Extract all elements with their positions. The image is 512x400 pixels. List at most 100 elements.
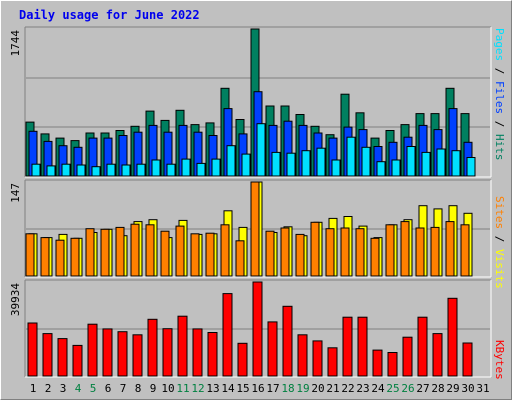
bar-sites-day-28 xyxy=(430,226,440,277)
bar-pages-day-27 xyxy=(421,151,431,177)
legend-sep-3: / xyxy=(493,236,506,243)
xtick-day-4: 4 xyxy=(75,382,82,395)
bar-sites-day-15 xyxy=(235,240,245,277)
bar-pages-day-14 xyxy=(226,145,236,177)
bar-pages-day-19 xyxy=(301,150,311,177)
bar-sites-day-22 xyxy=(340,227,350,277)
bar-pages-day-2 xyxy=(46,165,56,177)
bar-pages-day-5 xyxy=(91,166,101,177)
bar-sites-day-13 xyxy=(205,232,215,277)
bar-pages-day-23 xyxy=(361,146,371,177)
bar-sites-day-1 xyxy=(25,233,35,277)
legend-files: Files xyxy=(493,81,506,114)
xtick-day-1: 1 xyxy=(30,382,37,395)
bar-sites-day-9 xyxy=(145,224,155,277)
bar-kbytes-day-1 xyxy=(27,322,38,377)
bar-pages-day-18 xyxy=(286,152,296,177)
bar-kbytes-day-14 xyxy=(222,293,233,377)
bar-pages-day-30 xyxy=(466,157,476,177)
bar-sites-day-27 xyxy=(415,227,425,277)
xtick-day-7: 7 xyxy=(120,382,127,395)
bar-sites-day-29 xyxy=(445,221,455,277)
legend-pages: Pages xyxy=(493,28,506,61)
bar-kbytes-day-3 xyxy=(57,338,68,377)
bar-kbytes-day-11 xyxy=(177,315,188,377)
bar-sites-day-6 xyxy=(100,228,110,277)
xtick-day-19: 19 xyxy=(296,382,309,395)
bar-pages-day-7 xyxy=(121,164,131,177)
chart-title: Daily usage for June 2022 xyxy=(19,8,200,22)
bar-kbytes-day-23 xyxy=(357,316,368,377)
bar-sites-day-5 xyxy=(85,228,95,277)
bars xyxy=(25,28,476,377)
bar-pages-day-9 xyxy=(151,159,161,177)
legend-sites: Sites xyxy=(493,196,506,229)
bar-kbytes-day-13 xyxy=(207,332,218,377)
bar-kbytes-day-9 xyxy=(147,318,158,377)
xtick-day-13: 13 xyxy=(206,382,219,395)
bar-pages-day-3 xyxy=(61,163,71,177)
xtick-day-5: 5 xyxy=(90,382,97,395)
bar-pages-day-22 xyxy=(346,136,356,177)
bar-kbytes-day-7 xyxy=(117,331,128,377)
bar-sites-day-7 xyxy=(115,226,125,277)
bar-pages-day-15 xyxy=(241,153,251,177)
legend-hits: Hits xyxy=(493,134,506,161)
bar-kbytes-day-6 xyxy=(102,328,113,377)
xtick-day-26: 26 xyxy=(401,382,414,395)
xtick-day-9: 9 xyxy=(150,382,157,395)
legend-mid: Sites / Visits xyxy=(493,196,506,289)
bar-kbytes-day-16 xyxy=(252,281,263,377)
bar-sites-day-18 xyxy=(280,227,290,277)
bar-kbytes-day-21 xyxy=(327,347,338,377)
xtick-day-6: 6 xyxy=(105,382,112,395)
bar-pages-day-6 xyxy=(106,163,116,177)
bar-kbytes-day-10 xyxy=(162,328,173,377)
xtick-day-10: 10 xyxy=(161,382,174,395)
bar-pages-day-13 xyxy=(211,158,221,177)
bar-sites-day-3 xyxy=(55,239,65,277)
bar-kbytes-day-28 xyxy=(432,333,443,377)
bar-pages-day-8 xyxy=(136,163,146,177)
bar-kbytes-day-4 xyxy=(72,344,83,377)
xtick-day-28: 28 xyxy=(431,382,444,395)
x-axis-labels: 1 2 3 4 5 6 7 8 9 10 11 12 13 14 15 16 17 18 19 20 21 22 23 24 2… xyxy=(30,382,490,395)
xtick-day-20: 20 xyxy=(311,382,324,395)
bar-pages-day-10 xyxy=(166,163,176,177)
bar-kbytes-day-30 xyxy=(462,342,473,377)
xtick-day-8: 8 xyxy=(135,382,142,395)
bar-pages-day-4 xyxy=(76,164,86,177)
xtick-day-2: 2 xyxy=(45,382,52,395)
bar-pages-day-1 xyxy=(31,163,41,177)
bar-sites-day-19 xyxy=(295,233,305,277)
xtick-day-17: 17 xyxy=(266,382,279,395)
bar-sites-day-16 xyxy=(250,181,260,277)
bar-sites-day-12 xyxy=(190,233,200,277)
ytick-visits: 147 xyxy=(9,183,22,203)
bar-sites-day-14 xyxy=(220,224,230,277)
bar-pages-day-11 xyxy=(181,158,191,177)
ytick-kbytes: 39934 xyxy=(9,283,22,316)
xtick-day-16: 16 xyxy=(251,382,264,395)
bar-kbytes-day-12 xyxy=(192,328,203,377)
xtick-day-21: 21 xyxy=(326,382,339,395)
bar-pages-day-25 xyxy=(391,159,401,177)
bar-sites-day-2 xyxy=(40,237,50,277)
bar-kbytes-day-17 xyxy=(267,321,278,377)
bar-sites-day-25 xyxy=(385,224,395,277)
bar-pages-day-20 xyxy=(316,147,326,177)
bar-kbytes-day-22 xyxy=(342,316,353,377)
bar-pages-day-21 xyxy=(331,159,341,177)
xtick-day-27: 27 xyxy=(416,382,429,395)
bar-pages-day-24 xyxy=(376,161,386,177)
legend-bottom: KBytes xyxy=(493,340,506,380)
xtick-day-23: 23 xyxy=(356,382,369,395)
legend-kbytes: KBytes xyxy=(493,340,506,380)
bar-sites-day-23 xyxy=(355,228,365,277)
bar-kbytes-day-29 xyxy=(447,297,458,377)
bar-sites-day-8 xyxy=(130,223,140,277)
bar-kbytes-day-27 xyxy=(417,316,428,377)
bar-pages-day-29 xyxy=(451,150,461,177)
bar-pages-day-26 xyxy=(406,146,416,177)
bar-kbytes-day-18 xyxy=(282,305,293,377)
